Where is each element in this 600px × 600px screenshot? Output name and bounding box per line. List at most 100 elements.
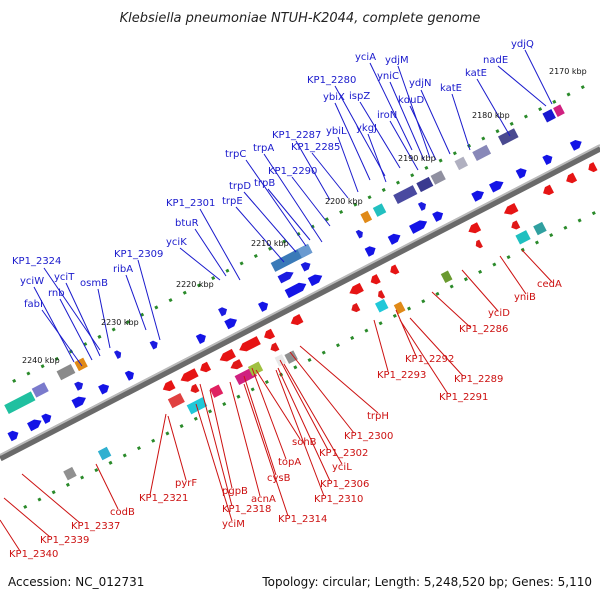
gene-label[interactable]: KP1_2321 (139, 493, 188, 504)
gene-label[interactable]: trpH (367, 411, 389, 422)
forward-gene-arrow (258, 301, 269, 312)
tick (492, 262, 497, 267)
gene-label[interactable]: KP1_2287 (272, 130, 321, 141)
gene-label[interactable]: kduD (398, 95, 424, 106)
gene-label[interactable]: KP1_2285 (291, 142, 340, 153)
gene-label[interactable]: KP1_2286 (459, 324, 508, 335)
forward-gene-arrow (98, 383, 110, 395)
leader-line (167, 415, 187, 481)
gene-label[interactable]: KP1_2339 (40, 535, 89, 546)
kbp-label: 2230 kbp (101, 318, 139, 327)
gene-label[interactable]: KP1_2340 (9, 549, 58, 560)
gene-label[interactable]: nadE (483, 55, 508, 66)
gene-label[interactable]: KP1_2289 (454, 374, 503, 385)
gene-label[interactable]: pyrF (175, 478, 197, 489)
gene-label[interactable]: KP1_2302 (319, 448, 368, 459)
gene-label[interactable]: yciK (166, 237, 187, 248)
gene-label[interactable]: KP1_2314 (278, 514, 327, 525)
gene-label[interactable]: yciA (355, 52, 376, 63)
gene-label[interactable]: yciT (54, 272, 75, 283)
gene-label[interactable]: ribA (113, 264, 133, 275)
forward-gene-arrow (27, 419, 42, 432)
gene-label[interactable]: trpD (229, 181, 251, 192)
tick (452, 151, 457, 156)
gene-label[interactable]: sohB (292, 437, 317, 448)
gene-label[interactable]: ydjM (385, 55, 409, 66)
tick (54, 356, 59, 361)
gene-label[interactable]: codB (110, 507, 135, 518)
gene-label[interactable]: KP1_2318 (222, 504, 271, 515)
gene-label[interactable]: KP1_2324 (12, 256, 61, 267)
leader-line (451, 93, 471, 151)
leader-line (41, 309, 83, 367)
tick (97, 334, 102, 339)
kbp-label: 2210 kbp (251, 239, 289, 248)
kbp-label: 2180 kbp (472, 111, 510, 120)
leader-line (409, 317, 464, 377)
leader-line (243, 375, 277, 476)
feature-block (247, 361, 264, 376)
forward-gene-arrow (7, 430, 19, 442)
tick (339, 209, 344, 214)
gene-label[interactable]: pgpB (222, 486, 248, 497)
gene-label[interactable]: KP1_2306 (320, 479, 369, 490)
gene-label[interactable]: yciD (488, 308, 510, 319)
feature-block (440, 270, 453, 284)
gene-label[interactable]: ybiL (326, 126, 347, 137)
gene-label[interactable]: trpC (225, 149, 246, 160)
gene-label[interactable]: yciW (20, 276, 44, 287)
gene-label[interactable]: KP1_2280 (307, 75, 356, 86)
gene-label[interactable]: rnb (48, 288, 65, 299)
leader-line (194, 228, 227, 277)
gene-label[interactable]: trpB (254, 178, 275, 189)
leader-line (289, 351, 355, 434)
forward-gene-arrow (224, 318, 238, 330)
gene-label[interactable]: KP1_2337 (71, 521, 120, 532)
gene-label[interactable]: yniB (514, 292, 536, 303)
tick (37, 497, 42, 502)
leader-line (251, 367, 287, 460)
gene-label[interactable]: KP1_2301 (166, 198, 215, 209)
gene-label[interactable]: trpA (253, 143, 274, 154)
feature-block (498, 128, 519, 146)
gene-label[interactable]: ykgJ (356, 123, 377, 134)
gene-label[interactable]: ispZ (349, 91, 370, 102)
gene-label[interactable]: iroN (377, 110, 397, 121)
gene-label[interactable]: yciM (222, 519, 245, 530)
gene-label[interactable]: acnA (251, 494, 276, 505)
leader-line (65, 282, 101, 357)
gene-label[interactable]: cysB (267, 473, 291, 484)
leader-line (137, 259, 161, 341)
gene-label[interactable]: btuR (175, 218, 199, 229)
tick (506, 255, 511, 260)
gene-label[interactable]: KP1_2300 (344, 431, 393, 442)
gene-label[interactable]: trpE (222, 196, 243, 207)
gene-label[interactable]: ybiX (323, 92, 345, 103)
gene-label[interactable]: KP1_2293 (377, 370, 426, 381)
gene-label[interactable]: KP1_2310 (314, 494, 363, 505)
gene-label[interactable]: KP1_2292 (405, 354, 454, 365)
tick (321, 350, 326, 355)
tick (136, 446, 141, 451)
gene-label[interactable]: yciL (332, 462, 352, 473)
leader-line (0, 519, 21, 552)
backbone (0, 144, 600, 462)
gene-label[interactable]: ydjN (409, 78, 432, 89)
tick (193, 416, 198, 421)
forward-gene-arrow (489, 180, 504, 193)
gene-label[interactable]: cedA (537, 279, 562, 290)
feature-block (454, 156, 468, 171)
gene-label[interactable]: fabI (24, 299, 43, 310)
feature-block (416, 176, 434, 193)
gene-label[interactable]: KP1_2290 (268, 166, 317, 177)
gene-label[interactable]: katE (465, 68, 487, 79)
gene-label[interactable]: ydjQ (511, 39, 534, 50)
gene-label[interactable]: topA (278, 457, 301, 468)
gene-label[interactable]: yniC (377, 71, 399, 82)
gene-label[interactable]: katE (440, 83, 462, 94)
gene-label[interactable]: KP1_2291 (439, 392, 488, 403)
leader-line (497, 65, 547, 107)
gene-label[interactable]: KP1_2309 (114, 249, 163, 260)
gene-label[interactable]: osmB (80, 278, 108, 289)
leader-line (267, 188, 311, 241)
